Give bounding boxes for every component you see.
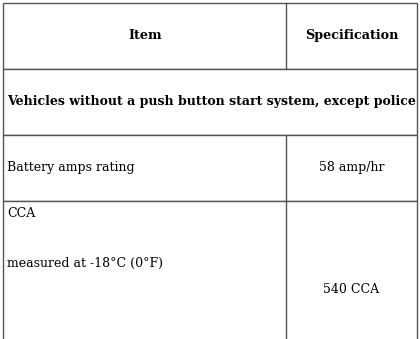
Bar [3, 69, 417, 135]
Bar [3, 201, 417, 339]
Text: 540 CCA: 540 CCA [323, 283, 380, 296]
Text: Vehicles without a push button start system, except police vehicles: Vehicles without a push button start sys… [8, 95, 420, 108]
Text: 58 amp/hr: 58 amp/hr [319, 161, 384, 175]
Text: Battery amps rating: Battery amps rating [8, 161, 135, 175]
Bar [3, 135, 417, 201]
Bar [3, 3, 417, 69]
Text: CCA

measured at -18°C (0°F): CCA measured at -18°C (0°F) [8, 207, 163, 270]
Text: Item: Item [128, 29, 162, 42]
Text: Specification: Specification [305, 29, 398, 42]
